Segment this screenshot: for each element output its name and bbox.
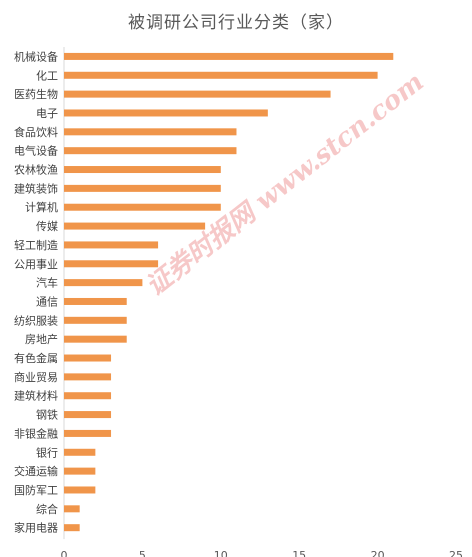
category-label: 建筑装饰 bbox=[14, 181, 58, 195]
x-tick-label: 5 bbox=[139, 549, 146, 557]
bar bbox=[64, 184, 221, 192]
bar bbox=[64, 505, 80, 513]
category-label: 建筑材料 bbox=[14, 389, 58, 403]
category-label: 传媒 bbox=[36, 220, 58, 233]
category-label: 银行 bbox=[36, 445, 58, 459]
category-label: 国防军工 bbox=[14, 483, 58, 497]
category-label: 交通运输 bbox=[14, 464, 58, 478]
x-tick-label: 25 bbox=[449, 549, 463, 557]
category-label: 钢铁 bbox=[36, 409, 58, 422]
bar bbox=[64, 260, 159, 268]
bar bbox=[64, 335, 127, 343]
category-label: 汽车 bbox=[36, 276, 58, 290]
bar bbox=[64, 486, 96, 494]
category-label: 综合 bbox=[36, 502, 58, 516]
category-label: 食品饮料 bbox=[14, 125, 58, 139]
bar bbox=[64, 354, 112, 362]
bar bbox=[64, 297, 127, 305]
bar bbox=[64, 128, 237, 136]
category-label: 轻工制造 bbox=[14, 238, 58, 252]
category-label: 公用事业 bbox=[14, 258, 58, 271]
category-label: 非银金融 bbox=[14, 426, 58, 440]
bar bbox=[64, 373, 112, 381]
bar bbox=[64, 429, 112, 437]
bar bbox=[64, 279, 143, 287]
bar bbox=[64, 241, 159, 249]
bar bbox=[64, 316, 127, 324]
category-label: 有色金属 bbox=[14, 351, 58, 365]
bar bbox=[64, 392, 112, 400]
x-tick-label: 0 bbox=[61, 549, 68, 557]
bar bbox=[64, 71, 378, 79]
bar bbox=[64, 52, 394, 60]
x-tick-label: 20 bbox=[371, 549, 385, 557]
category-label: 电气设备 bbox=[14, 144, 58, 158]
category-label: 机械设备 bbox=[14, 49, 58, 63]
category-label: 纺织服装 bbox=[14, 313, 58, 327]
bar bbox=[64, 222, 206, 230]
x-tick-label: 15 bbox=[292, 549, 306, 557]
category-label: 商业贸易 bbox=[14, 370, 58, 384]
category-label: 家用电器 bbox=[14, 521, 58, 535]
bar bbox=[64, 467, 96, 475]
category-label: 计算机 bbox=[25, 200, 58, 214]
bar bbox=[64, 147, 237, 155]
bar bbox=[64, 109, 268, 117]
bar bbox=[64, 166, 221, 174]
category-label: 医药生物 bbox=[14, 87, 58, 101]
x-tick-label: 10 bbox=[214, 549, 228, 557]
category-label: 化工 bbox=[36, 68, 58, 82]
category-label: 房地产 bbox=[25, 332, 58, 346]
chart-title: 被调研公司行业分类（家） bbox=[128, 13, 344, 33]
category-label: 电子 bbox=[36, 107, 58, 120]
bar bbox=[64, 90, 331, 98]
category-label: 农林牧渔 bbox=[14, 163, 58, 177]
category-label: 通信 bbox=[36, 295, 58, 308]
bar bbox=[64, 524, 80, 532]
bar bbox=[64, 203, 221, 211]
bar bbox=[64, 448, 96, 456]
bar bbox=[64, 411, 112, 419]
